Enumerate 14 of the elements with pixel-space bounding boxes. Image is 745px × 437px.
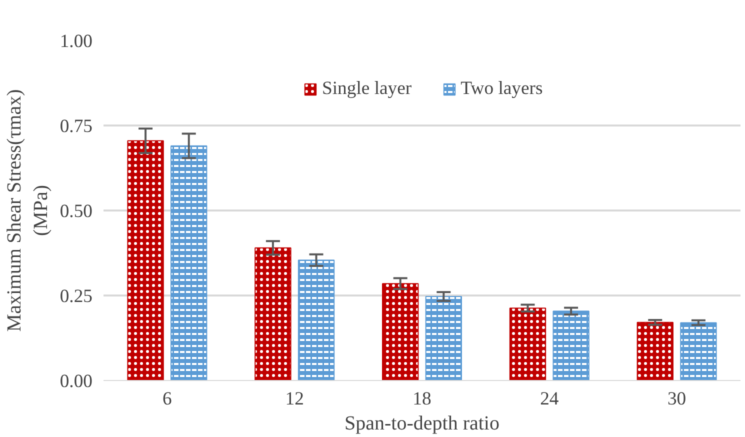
x-tick-label: 6 bbox=[162, 388, 172, 410]
y-tick-label: 0.50 bbox=[60, 201, 93, 222]
y-tick-label: 0.00 bbox=[60, 371, 93, 392]
y-tick-label: 1.00 bbox=[60, 31, 93, 52]
y-tick-label: 0.25 bbox=[60, 286, 93, 307]
x-tick-label: 30 bbox=[667, 388, 686, 410]
y-axis-title: Maximum Shear Stress(τmax) (MPa) bbox=[3, 89, 52, 332]
legend-label: Two layers bbox=[460, 78, 543, 100]
x-tick-label: 24 bbox=[540, 388, 560, 410]
x-axis-title: Span-to-depth ratio bbox=[344, 412, 500, 434]
y-tick-label: 0.75 bbox=[60, 116, 93, 137]
legend-label: Single layer bbox=[322, 78, 412, 100]
x-tick-label: 18 bbox=[412, 388, 432, 410]
x-tick-label: 12 bbox=[285, 388, 304, 410]
